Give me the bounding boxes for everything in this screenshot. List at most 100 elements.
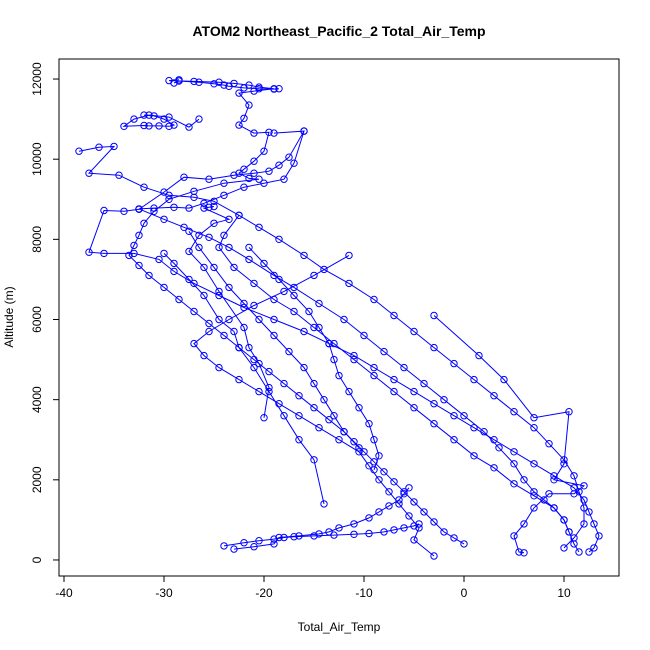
data-point: [395, 500, 403, 508]
data-point: [390, 311, 398, 320]
data-point: [190, 279, 198, 288]
data-point: [450, 436, 458, 444]
data-point: [510, 460, 518, 468]
data-point: [240, 165, 248, 173]
data-point: [175, 295, 183, 304]
data-point: [330, 339, 338, 348]
data-point: [560, 516, 568, 524]
data-point: [290, 291, 298, 300]
data-point: [410, 536, 418, 544]
data-point: [220, 191, 228, 200]
data-point: [240, 299, 248, 308]
data-point: [250, 543, 258, 551]
data-point: [165, 195, 173, 204]
data-point: [570, 540, 578, 548]
data-point: [195, 243, 203, 252]
series-line: [233, 487, 410, 550]
data-point: [365, 420, 373, 428]
data-point: [275, 85, 283, 93]
data-point: [300, 363, 308, 372]
data-point: [430, 552, 438, 560]
data-point: [410, 404, 418, 412]
series-line: [163, 253, 325, 505]
series-4: [75, 142, 588, 552]
data-point: [520, 549, 528, 557]
data-point: [215, 287, 223, 296]
data-point: [155, 122, 163, 130]
data-point: [585, 548, 593, 556]
data-point: [530, 424, 538, 432]
data-point: [365, 514, 373, 522]
data-point: [370, 466, 378, 474]
chart-title: ATOM2 Northeast_Pacific_2 Total_Air_Temp: [192, 23, 485, 39]
series-line: [88, 130, 600, 553]
data-point: [290, 307, 298, 316]
data-point: [240, 323, 248, 332]
data-point: [530, 504, 538, 512]
data-point: [230, 327, 238, 336]
data-point: [335, 371, 343, 380]
data-point: [390, 526, 398, 534]
data-point: [370, 436, 378, 444]
data-point: [110, 142, 118, 151]
data-point: [295, 392, 303, 400]
data-point: [255, 85, 263, 93]
series-5: [135, 127, 583, 556]
data-point: [355, 404, 363, 412]
series-2: [120, 111, 203, 131]
data-point: [100, 206, 108, 215]
data-point: [170, 203, 178, 212]
data-point: [185, 204, 193, 212]
data-point: [430, 518, 438, 526]
data-point: [195, 231, 203, 240]
data-point: [470, 424, 478, 432]
data-point: [245, 255, 253, 264]
data-point: [545, 440, 553, 448]
data-point: [265, 367, 273, 376]
data-point: [430, 343, 438, 352]
data-point: [410, 327, 418, 336]
data-point: [220, 542, 228, 550]
data-point: [270, 540, 278, 548]
data-point: [580, 520, 588, 528]
data-point: [380, 528, 388, 536]
data-point: [270, 315, 278, 324]
data-point: [270, 295, 278, 304]
data-point: [520, 476, 528, 484]
y-tick-label: 0: [30, 556, 44, 563]
data-point: [245, 174, 253, 183]
data-point: [210, 202, 218, 211]
data-point: [245, 343, 253, 352]
series-line: [248, 247, 380, 470]
data-point: [565, 408, 573, 416]
data-point: [385, 502, 393, 510]
data-point: [130, 115, 138, 123]
data-point: [225, 215, 233, 224]
data-point: [255, 537, 263, 545]
y-tick-label: 2000: [30, 466, 44, 493]
data-point: [200, 199, 208, 208]
data-point: [365, 462, 373, 470]
data-point: [360, 448, 368, 456]
data-point: [140, 111, 148, 119]
y-axis-label: Altitude (m): [2, 286, 16, 347]
x-tick-label: 10: [557, 586, 571, 600]
data-point: [185, 227, 193, 236]
data-point: [100, 249, 108, 258]
data-point: [225, 315, 233, 324]
data-point: [510, 532, 518, 540]
data-point: [430, 420, 438, 428]
data-point: [275, 235, 283, 244]
data-point: [450, 534, 458, 542]
data-point: [235, 211, 243, 220]
data-point: [350, 520, 358, 528]
data-point: [150, 112, 158, 120]
y-tick-label: 10000: [30, 142, 44, 176]
y-tick-label: 12000: [30, 62, 44, 96]
data-point: [130, 249, 138, 258]
x-axis-label: Total_Air_Temp: [298, 620, 381, 634]
data-point: [375, 452, 383, 460]
data-point: [370, 371, 378, 380]
data-point: [260, 414, 268, 422]
data-point: [265, 383, 273, 392]
